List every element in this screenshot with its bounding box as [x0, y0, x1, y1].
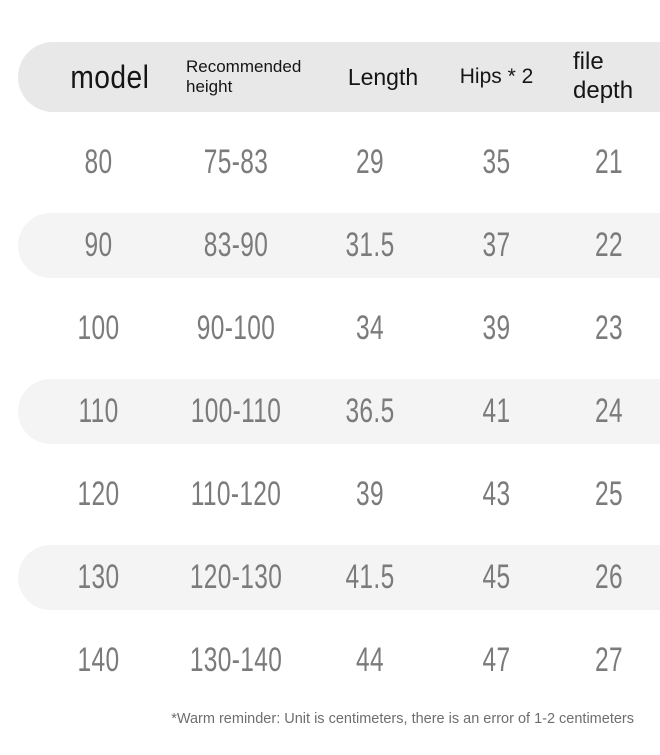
cell-file-depth: 23 — [595, 309, 623, 347]
cell-length: 34 — [356, 309, 384, 347]
cell-model: 140 — [77, 641, 120, 679]
cell-file-depth: 21 — [595, 143, 623, 181]
cell-model: 100 — [77, 309, 120, 347]
cell-file-depth: 26 — [595, 558, 623, 596]
column-header-file-depth: file depth — [573, 48, 634, 104]
column-header-hips: Hips * 2 — [459, 65, 534, 88]
cell-recommended-height: 130-140 — [189, 641, 283, 679]
cell-hips: 39 — [482, 309, 511, 347]
cell-length: 36.5 — [345, 392, 395, 430]
cell-hips: 47 — [482, 641, 511, 679]
cell-model: 130 — [77, 558, 120, 596]
table-row: 110 100-110 36.5 41 24 — [0, 370, 660, 453]
cell-file-depth: 22 — [595, 226, 623, 264]
cell-recommended-height: 100-110 — [190, 392, 282, 430]
column-header-recommended-height: Recommended height — [186, 56, 302, 96]
size-table-header: model Recommended height Length Hips * 2… — [0, 42, 660, 112]
size-table-body: 80 75-83 29 35 21 90 83-90 31.5 37 22 10… — [0, 121, 660, 702]
cell-file-depth: 24 — [595, 392, 623, 430]
cell-recommended-height: 110-120 — [190, 475, 282, 513]
table-row: 140 130-140 44 47 27 — [0, 619, 660, 702]
column-header-length: Length — [347, 63, 419, 90]
cell-hips: 35 — [482, 143, 511, 181]
cell-model: 80 — [84, 143, 113, 181]
cell-recommended-height: 75-83 — [203, 143, 269, 181]
cell-model: 120 — [77, 475, 120, 513]
cell-length: 44 — [356, 641, 384, 679]
column-header-model: model — [30, 59, 167, 96]
table-row: 120 110-120 39 43 25 — [0, 453, 660, 536]
cell-length: 29 — [356, 143, 384, 181]
cell-hips: 41 — [482, 392, 511, 430]
cell-hips: 37 — [482, 226, 511, 264]
cell-recommended-height: 83-90 — [203, 226, 269, 264]
table-row: 80 75-83 29 35 21 — [0, 121, 660, 204]
reminder-note: *Warm reminder: Unit is centimeters, the… — [171, 711, 634, 727]
cell-hips: 43 — [482, 475, 511, 513]
table-row: 130 120-130 41.5 45 26 — [0, 536, 660, 619]
cell-model: 90 — [84, 226, 113, 264]
cell-hips: 45 — [482, 558, 511, 596]
table-row: 100 90-100 34 39 23 — [0, 287, 660, 370]
cell-length: 41.5 — [345, 558, 395, 596]
cell-file-depth: 27 — [595, 641, 623, 679]
cell-length: 31.5 — [345, 226, 395, 264]
cell-length: 39 — [356, 475, 384, 513]
cell-recommended-height: 120-130 — [189, 558, 283, 596]
cell-model: 110 — [78, 392, 119, 430]
table-row: 90 83-90 31.5 37 22 — [0, 204, 660, 287]
cell-file-depth: 25 — [595, 475, 623, 513]
cell-recommended-height: 90-100 — [196, 309, 276, 347]
column-header-model-label: model — [70, 58, 149, 95]
